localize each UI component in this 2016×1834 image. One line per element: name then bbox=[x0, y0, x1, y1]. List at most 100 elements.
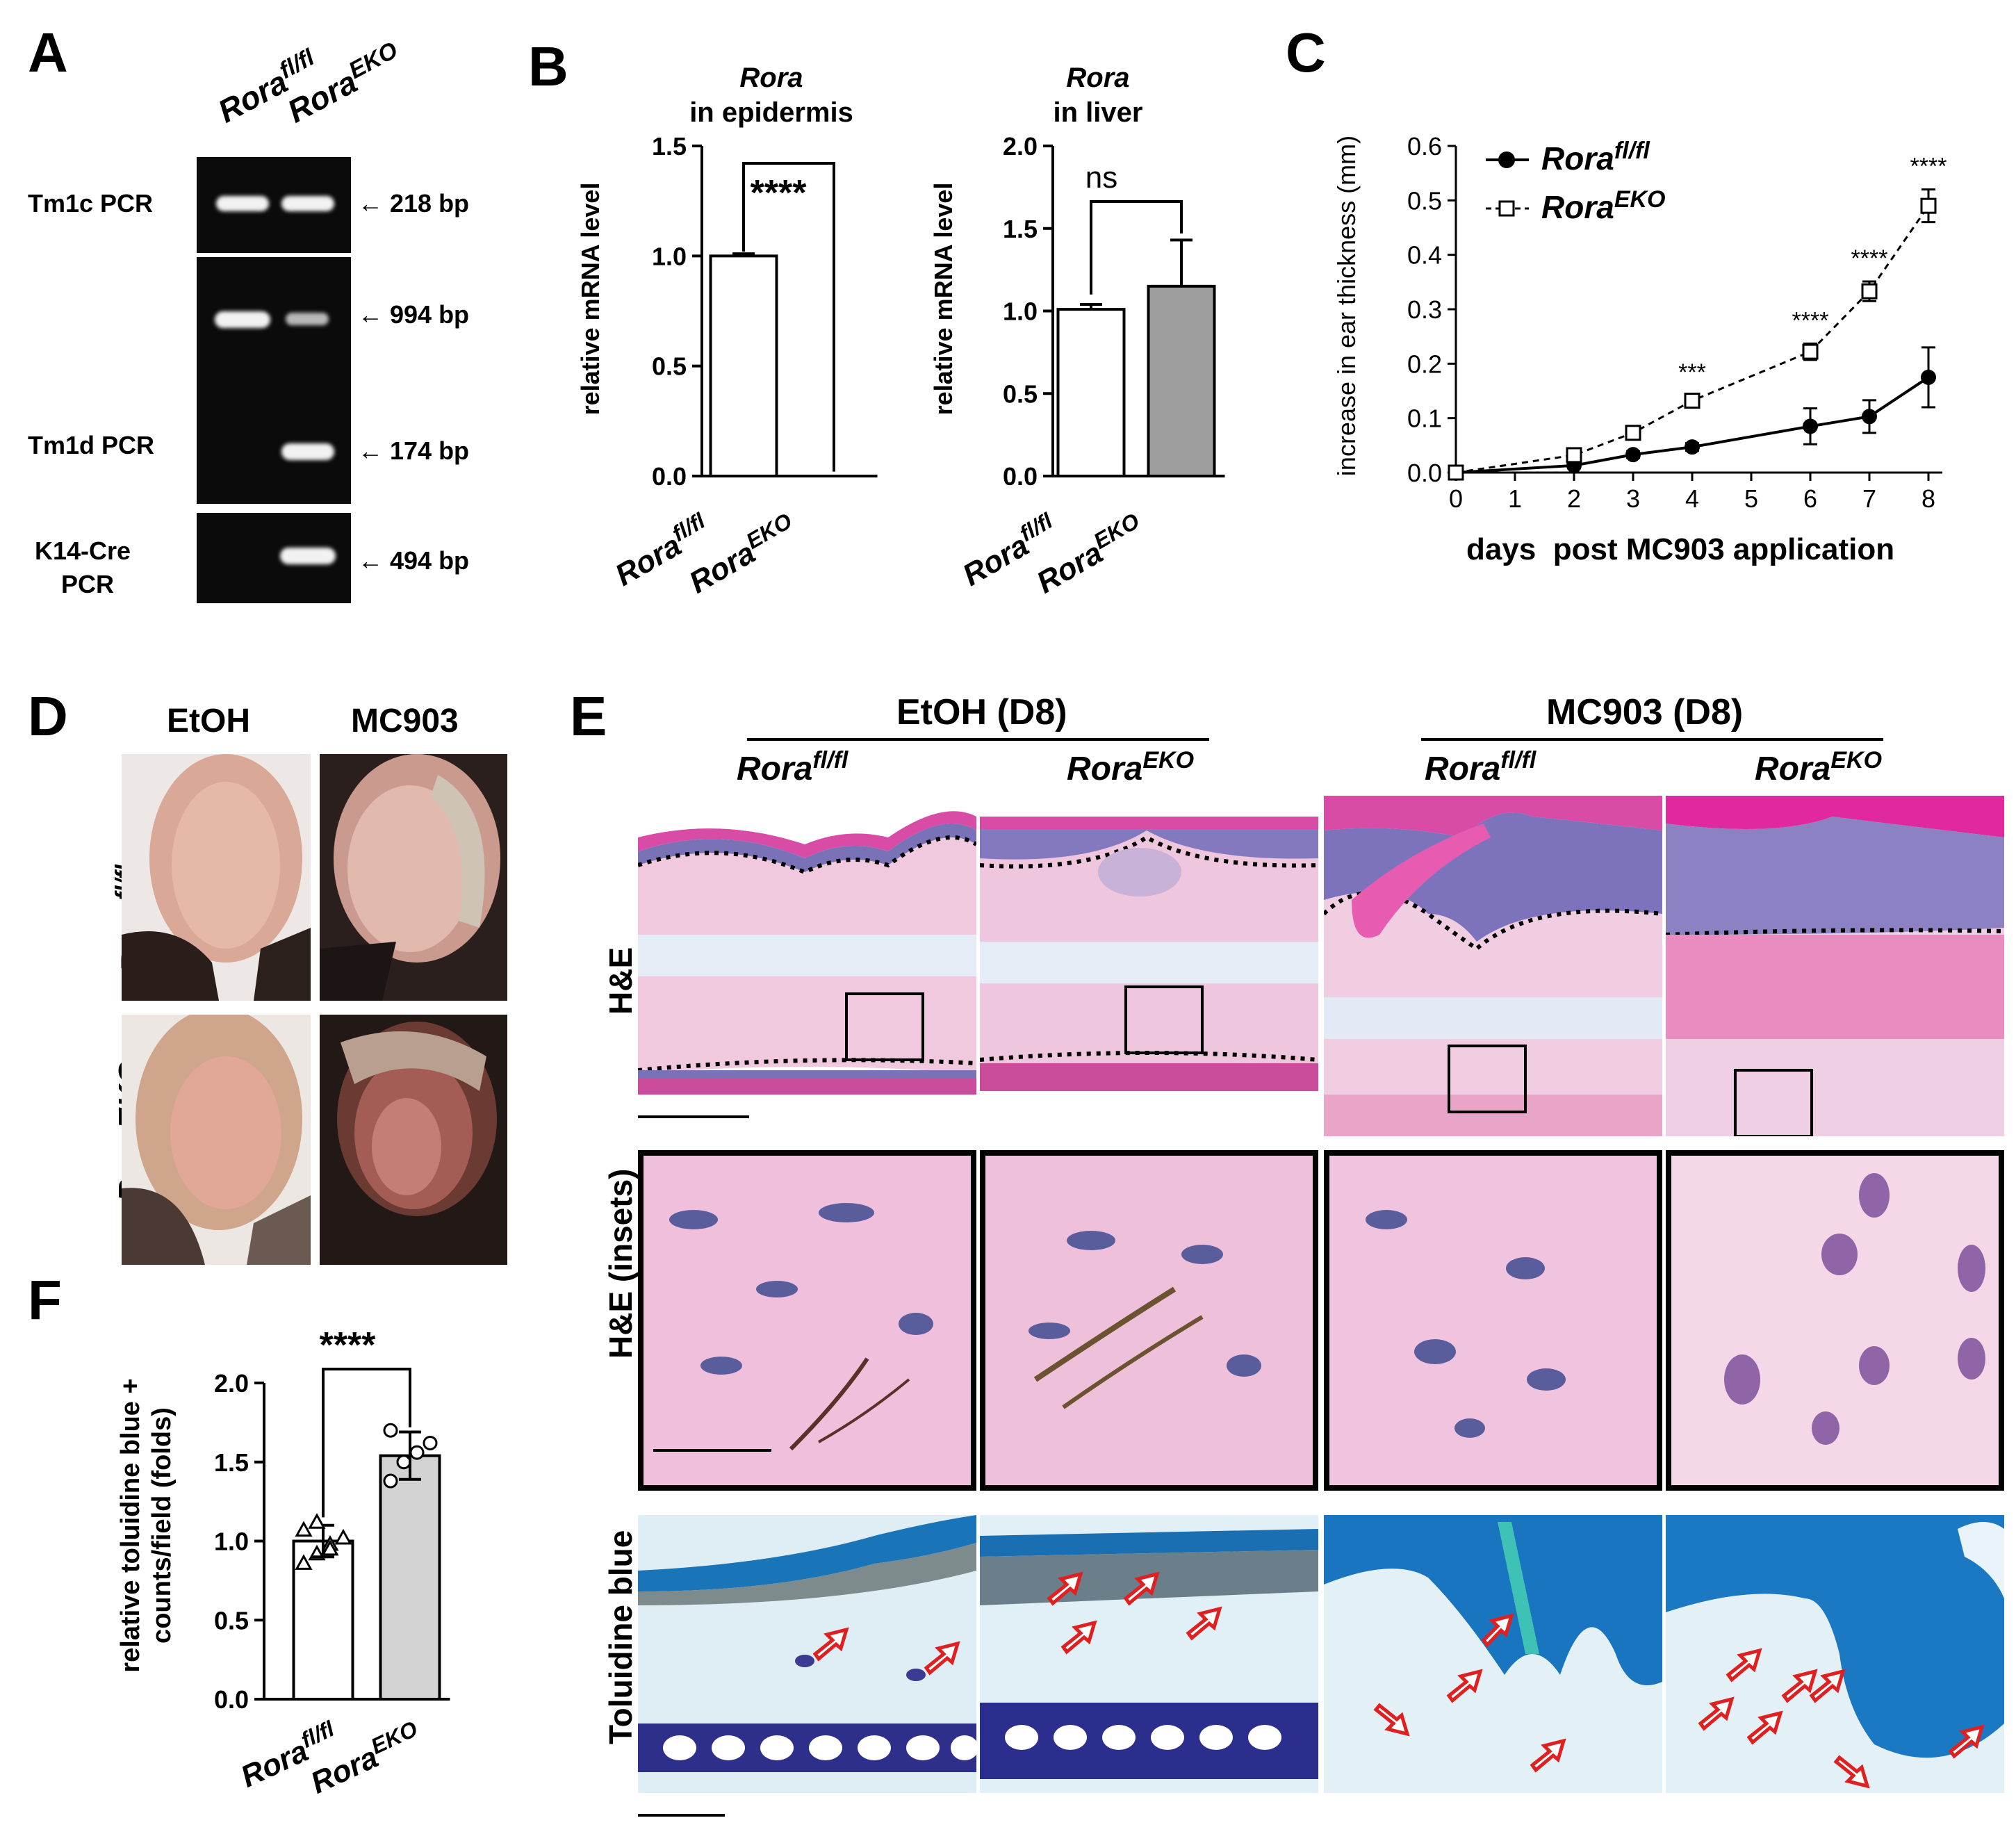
data-point-circle bbox=[409, 1445, 425, 1460]
c-xlabel: days post MC903 application bbox=[1466, 532, 1894, 566]
bar bbox=[1056, 308, 1126, 477]
tb-image-eko-mc903 bbox=[1666, 1515, 2004, 1793]
geno-base: Rora bbox=[306, 1740, 384, 1801]
ear-photo-eko-etoh bbox=[122, 1015, 311, 1265]
legend-marker-fl bbox=[1498, 152, 1515, 168]
size-174: ← 174 bp bbox=[358, 436, 470, 465]
geno-sup: EKO bbox=[1830, 747, 1883, 773]
e-group-etoh: EtOH (D8) bbox=[896, 692, 1067, 732]
e-col-eko-mc903: RoraEKO bbox=[1755, 747, 1882, 788]
data-point-eko bbox=[1448, 464, 1464, 481]
x-tick-label: 5 bbox=[1744, 484, 1758, 513]
e-group-etoh-line bbox=[747, 738, 1209, 741]
geno-base: Rora bbox=[1755, 751, 1831, 787]
significance-label: *** bbox=[1678, 359, 1706, 386]
data-point-triangle bbox=[321, 1539, 339, 1556]
y-tick-label: 0.0 bbox=[652, 462, 687, 491]
band-994-eko bbox=[286, 313, 329, 325]
geno-sup: EKO bbox=[344, 36, 402, 85]
y-tick-label: 0.2 bbox=[1407, 350, 1442, 378]
x-tick-label: 6 bbox=[1803, 484, 1817, 513]
x-tick-label: 0 bbox=[1449, 484, 1463, 513]
b2-title-sub: in liver bbox=[1054, 97, 1143, 128]
significance-bracket bbox=[1090, 200, 1183, 295]
size-218: ← 218 bp bbox=[358, 189, 470, 218]
significance-bracket bbox=[322, 1368, 411, 1518]
x-tick-label: 3 bbox=[1626, 484, 1640, 513]
geno-sup: EKO bbox=[1142, 747, 1195, 773]
geno-sup: fl/fl bbox=[1614, 138, 1651, 164]
significance-label: **** bbox=[1792, 307, 1829, 334]
gel-tm1d bbox=[197, 257, 351, 504]
data-point-eko bbox=[1920, 197, 1937, 214]
he-image-fl-mc903 bbox=[1324, 796, 1662, 1136]
gel-tm1c bbox=[197, 157, 351, 253]
geno-base: Rora bbox=[737, 751, 813, 787]
y-tick-label: 0.1 bbox=[1407, 404, 1442, 433]
panel-label-c: C bbox=[1286, 22, 1326, 83]
y-tick-label: 2.0 bbox=[214, 1369, 249, 1398]
geno-sup: EKO bbox=[1614, 186, 1666, 213]
b1-title-sub: in epidermis bbox=[689, 97, 853, 128]
chart-f-toluidine: relative toluidine blue + counts/field (… bbox=[116, 1325, 450, 1801]
geno-sup: EKO bbox=[367, 1716, 421, 1759]
bar bbox=[379, 1454, 441, 1701]
b2-bars bbox=[1056, 200, 1216, 477]
geno-base: Rora bbox=[1541, 140, 1614, 177]
y-tick-label: 1.0 bbox=[652, 242, 687, 270]
y-tick-label: 0.5 bbox=[1407, 186, 1442, 215]
data-point-fl bbox=[1803, 418, 1818, 434]
tb-image-eko-etoh bbox=[980, 1515, 1318, 1793]
geno-sup: EKO bbox=[741, 508, 796, 554]
y-tick-label: 0.6 bbox=[1407, 132, 1442, 161]
he-inset-eko-etoh bbox=[980, 1150, 1318, 1491]
f-axis: 0.0 0.5 1.0 1.5 2.0 bbox=[214, 1369, 450, 1714]
geno-base: Rora bbox=[236, 1734, 313, 1794]
significance-label: **** bbox=[1910, 154, 1947, 180]
y-tick-label: 1.5 bbox=[1003, 215, 1038, 243]
e-group-mc903: MC903 (D8) bbox=[1546, 692, 1744, 732]
y-tick-label: 0.0 bbox=[214, 1685, 249, 1714]
gel-row-tm1d: Tm1d PCR bbox=[28, 431, 155, 459]
y-tick-label: 0.5 bbox=[214, 1606, 249, 1635]
c-lines: *************** bbox=[1448, 154, 1947, 481]
b2-title-gene: Rora bbox=[1066, 63, 1129, 93]
b1-bars bbox=[709, 162, 835, 477]
gel-row-k14: K14-Cre bbox=[35, 537, 131, 565]
e-col-fl-mc903: Rorafl/fl bbox=[1425, 747, 1536, 788]
b1-axis: 0.0 0.5 1.0 1.5 bbox=[652, 132, 878, 491]
he-scale-bar bbox=[638, 1115, 749, 1118]
data-point-circle bbox=[423, 1435, 438, 1450]
bar bbox=[709, 254, 778, 477]
b1-title-gene: Rora bbox=[739, 63, 803, 93]
data-point-triangle bbox=[295, 1554, 313, 1570]
gel-row-k14-pcr: PCR bbox=[61, 570, 115, 598]
x-tick-label: 8 bbox=[1921, 484, 1935, 513]
legend-label-fl: Rorafl/fl bbox=[1541, 138, 1650, 177]
gel-k14cre bbox=[197, 513, 351, 603]
panel-label-d: D bbox=[28, 685, 68, 747]
d-col-mc903: MC903 bbox=[351, 703, 459, 739]
data-point-triangle bbox=[334, 1528, 352, 1545]
e-group-mc903-line bbox=[1421, 738, 1883, 741]
data-point-fl bbox=[1625, 447, 1641, 463]
data-point-fl bbox=[1862, 409, 1877, 425]
e-row-toluidine: Toluidine blue bbox=[603, 1530, 639, 1744]
ear-photo-eko-mc903 bbox=[320, 1015, 507, 1265]
inset-scale-bar bbox=[653, 1449, 771, 1452]
panel-label-f: F bbox=[28, 1269, 62, 1331]
d-col-etoh: EtOH bbox=[167, 703, 250, 739]
size-494: ← 494 bp bbox=[358, 546, 470, 575]
geno-sup: fl/fl bbox=[1500, 747, 1536, 773]
tb-scale-bar bbox=[638, 1814, 725, 1817]
x-tick-label: 4 bbox=[1685, 484, 1699, 513]
data-point-eko bbox=[1625, 425, 1641, 441]
data-point-circle bbox=[396, 1455, 411, 1470]
data-point-eko bbox=[1802, 343, 1819, 360]
y-tick-label: 1.0 bbox=[214, 1528, 249, 1556]
f-bars bbox=[292, 1368, 441, 1701]
e-row-he: H&E bbox=[603, 947, 639, 1015]
panel-label-a: A bbox=[28, 22, 68, 83]
legend-marker-eko bbox=[1498, 200, 1515, 217]
b1-ylabel: relative mRNA level bbox=[576, 183, 605, 416]
